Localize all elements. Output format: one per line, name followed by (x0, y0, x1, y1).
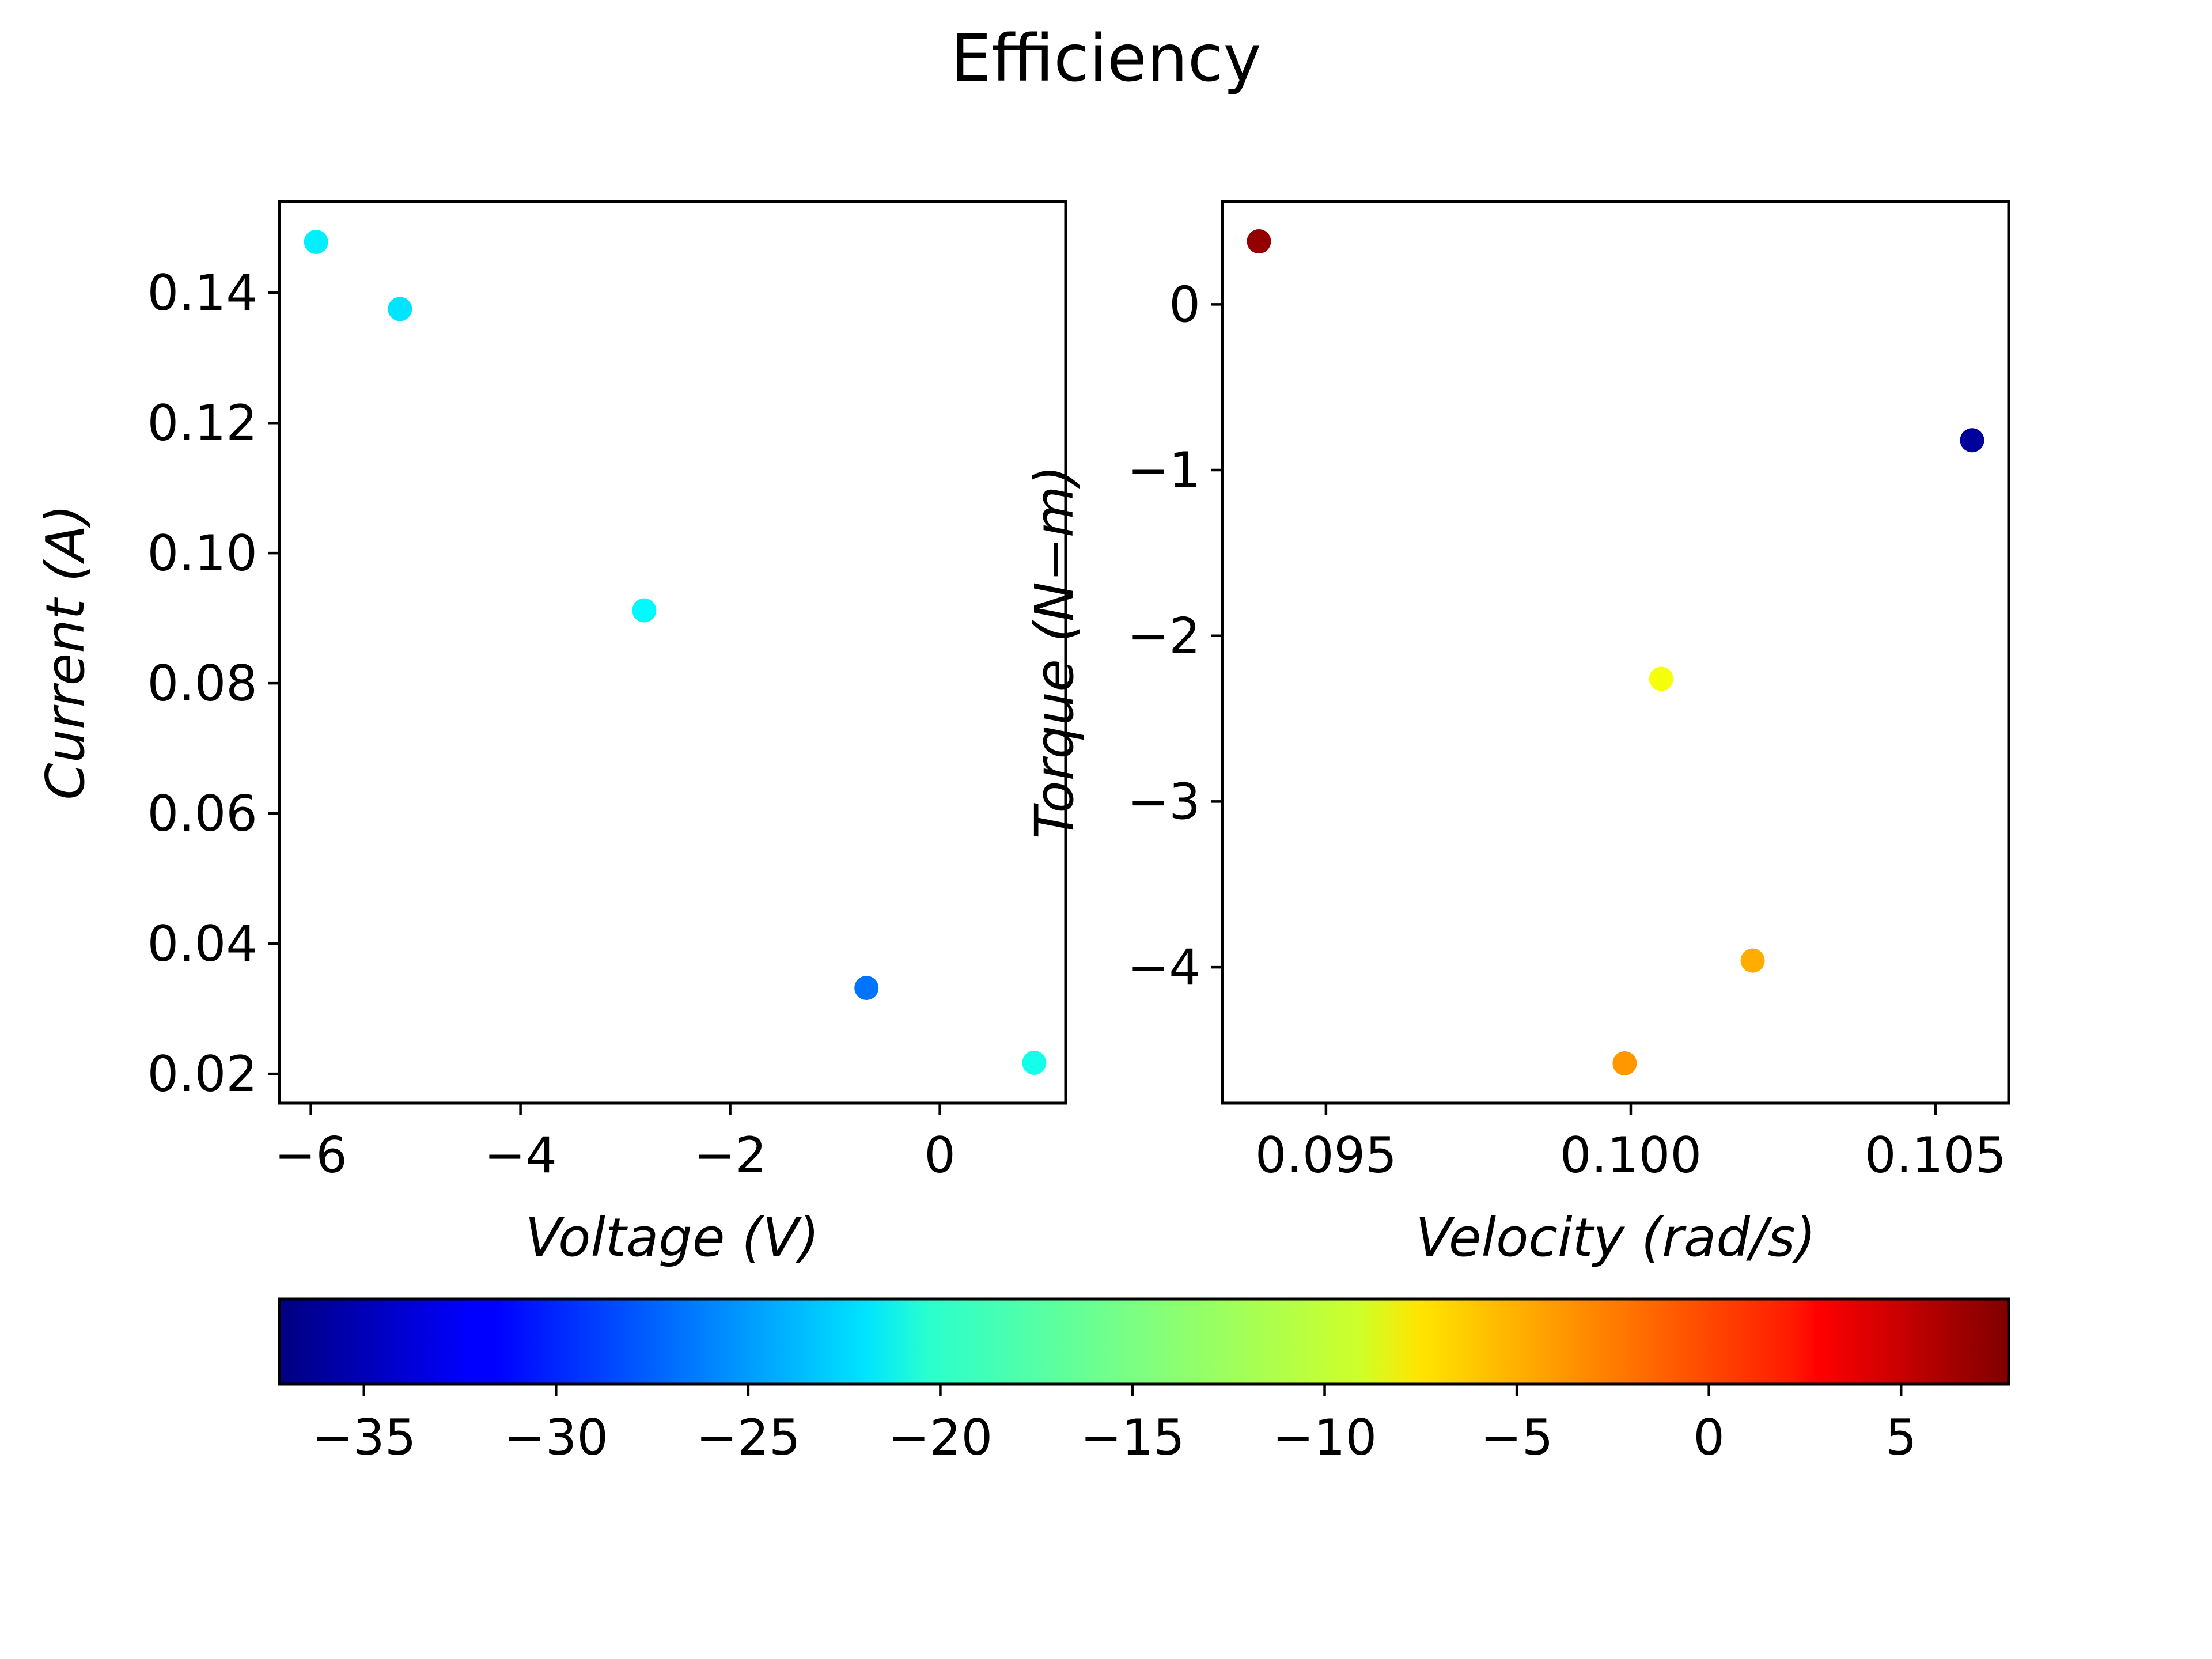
colorbar-tick-label: 0 (1693, 1409, 1725, 1467)
colorbar-tick-label: −30 (504, 1409, 609, 1467)
colorbar-tick-label: 5 (1885, 1409, 1917, 1467)
right-x-axis-label: Velocity (rad/s) (1415, 1207, 1816, 1268)
left-x-tick-label: −2 (694, 1127, 767, 1184)
right-y-tick-label: −2 (1127, 608, 1200, 665)
right-x-tick-label: 0.100 (1560, 1127, 1702, 1184)
left-y-tick-label: 0.12 (147, 395, 257, 452)
right-y-tick-label: −4 (1127, 939, 1200, 997)
figure-title: Efficiency (950, 21, 1262, 96)
right-y-tick-label: −3 (1127, 773, 1200, 831)
left-panel: −6 −4 −2 0 0.02 0.04 0.06 0.08 0.10 0.12 0.14 Vol… (35, 200, 1067, 1268)
colorbar-ticks: −35 −30 −25 −20 −15 −10 −5 0 5 (312, 1384, 1917, 1467)
left-y-tick-label: 0.06 (147, 785, 257, 843)
left-y-tick-label: 0.14 (147, 264, 257, 322)
left-points (304, 230, 1047, 1075)
left-y-tick-label: 0.08 (147, 655, 257, 713)
left-y-axis-label: Current (A) (35, 504, 96, 800)
left-x-tick-label: −6 (274, 1127, 347, 1184)
colorbar-tick-label: −15 (1080, 1409, 1185, 1467)
colorbar-gradient (279, 1299, 2009, 1384)
colorbar-tick-label: −20 (888, 1409, 993, 1467)
right-scatter-point (1612, 1051, 1637, 1075)
left-scatter-point (304, 230, 328, 255)
right-y-axis-label: Torque (N−m) (1024, 465, 1085, 839)
right-x-ticks: 0.095 0.100 0.105 (1255, 1103, 2006, 1184)
left-scatter-point (854, 975, 879, 1000)
right-scatter-point (1247, 229, 1271, 254)
right-scatter-point (1740, 948, 1765, 973)
colorbar: −35 −30 −25 −20 −15 −10 −5 0 5 (278, 1297, 2010, 1467)
left-scatter-point (1022, 1050, 1047, 1075)
left-x-tick-label: −4 (484, 1127, 557, 1184)
colorbar-frame (278, 1297, 2010, 1386)
right-y-tick-label: −1 (1127, 442, 1200, 499)
left-y-tick-label: 0.04 (147, 915, 257, 973)
right-scatter-point (1649, 666, 1673, 691)
colorbar-tick-label: −35 (312, 1409, 416, 1467)
right-panel: 0.095 0.100 0.105 0 −1 −2 −3 −4 Velocity (rad/… (1024, 200, 2010, 1268)
left-y-tick-label: 0.02 (147, 1046, 257, 1103)
colorbar-tick-label: −10 (1272, 1409, 1377, 1467)
right-x-tick-label: 0.095 (1255, 1127, 1397, 1184)
right-points (1247, 229, 1984, 1075)
left-scatter-point (632, 598, 657, 623)
left-scatter-point (388, 297, 412, 321)
right-y-ticks: 0 −1 −2 −3 −4 (1127, 276, 1222, 997)
left-y-ticks: 0.02 0.04 0.06 0.08 0.10 0.12 0.14 (147, 264, 279, 1103)
right-axes-frame (1221, 200, 2010, 1105)
right-y-tick-label: 0 (1169, 276, 1200, 334)
colorbar-tick-label: −5 (1480, 1409, 1554, 1467)
left-x-axis-label: Voltage (V) (525, 1207, 820, 1268)
left-x-tick-label: 0 (924, 1127, 956, 1184)
right-x-tick-label: 0.105 (1865, 1127, 2006, 1184)
left-axes-frame (278, 200, 1067, 1105)
right-scatter-point (1960, 428, 1984, 453)
colorbar-tick-label: −25 (696, 1409, 801, 1467)
left-y-tick-label: 0.10 (147, 525, 257, 582)
left-x-ticks: −6 −4 −2 0 (274, 1103, 956, 1184)
